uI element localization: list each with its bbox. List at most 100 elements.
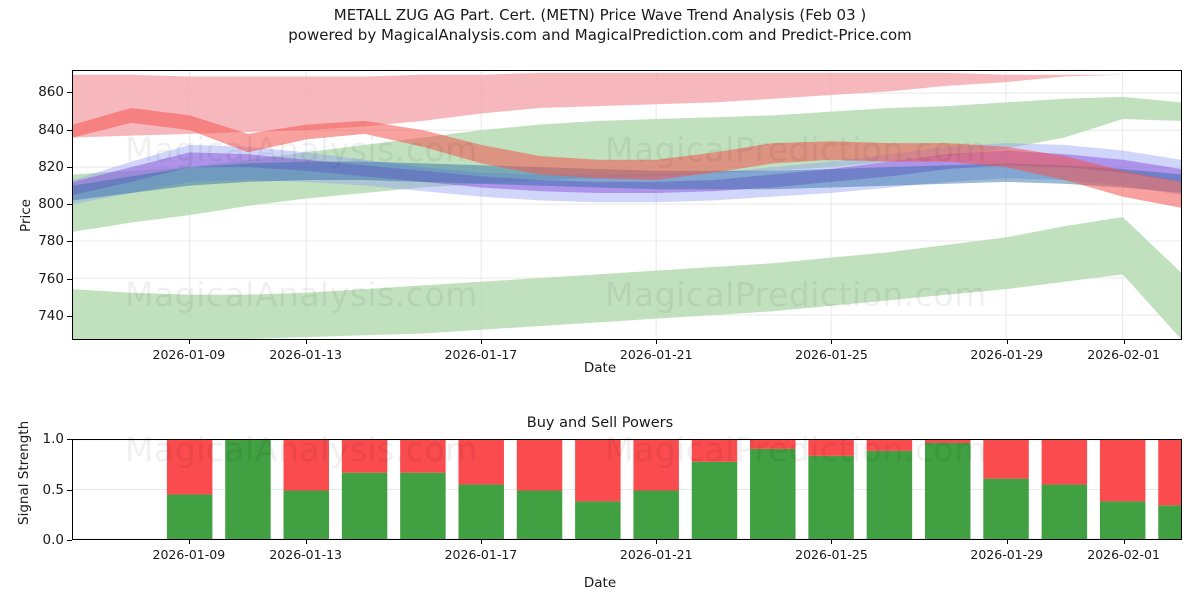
price-x-tick-label: 2026-01-21 [619, 347, 693, 362]
price-y-tick-mark [67, 166, 72, 168]
price-x-tick-label: 2026-01-09 [152, 347, 226, 362]
price-band-5 [73, 161, 1181, 201]
sell-power-bar[interactable] [341, 440, 388, 473]
buy-sell-bars-svg [73, 440, 1181, 539]
signal-bar-group[interactable] [1041, 440, 1088, 539]
sell-power-bar[interactable] [924, 440, 971, 443]
signal-bar-group[interactable] [924, 440, 971, 539]
price-y-axis-label: Price [18, 199, 34, 232]
sell-power-bar[interactable] [1158, 440, 1181, 506]
price-plot-area [72, 70, 1182, 340]
buy-power-bar[interactable] [1158, 505, 1181, 539]
buy-power-bar[interactable] [225, 440, 271, 539]
signal-bar-group[interactable] [283, 440, 330, 539]
price-y-tick-label: 820 [38, 158, 64, 175]
signal-bar-group[interactable] [808, 440, 854, 539]
buy-power-bar[interactable] [458, 484, 504, 539]
buy-power-bar[interactable] [866, 450, 913, 539]
sell-power-bar[interactable] [750, 440, 796, 449]
signal-x-tick-label: 2026-02-01 [1087, 547, 1160, 562]
sell-power-bar[interactable] [400, 440, 446, 473]
signal-x-tick-mark [305, 540, 307, 544]
sell-power-bar[interactable] [691, 440, 738, 462]
price-x-tick-label: 2026-02-01 [1087, 347, 1160, 362]
signal-y-tick-label: 1.0 [42, 431, 64, 447]
signal-bar-group[interactable] [516, 440, 563, 539]
signal-bar-group[interactable] [691, 440, 738, 539]
buy-power-bar[interactable] [166, 494, 213, 539]
signal-x-tick-mark [1006, 540, 1008, 544]
signal-bar-group[interactable] [750, 440, 796, 539]
signal-bar-group[interactable] [633, 440, 679, 539]
buy-power-bar[interactable] [283, 490, 330, 539]
buy-power-bar[interactable] [750, 448, 796, 539]
price-y-tick-label: 860 [38, 84, 64, 101]
signal-bar-group[interactable] [225, 440, 271, 539]
signal-chart-title: Buy and Sell Powers [526, 415, 674, 431]
sell-power-bar[interactable] [283, 440, 330, 491]
price-x-tick-mark [831, 340, 833, 344]
sell-power-bar[interactable] [1041, 440, 1088, 485]
sell-power-bar[interactable] [575, 440, 621, 502]
price-x-axis-label: Date [583, 360, 617, 376]
signal-x-tick-mark [1123, 540, 1125, 544]
buy-power-bar[interactable] [1041, 484, 1088, 539]
sell-power-bar[interactable] [983, 440, 1029, 479]
buy-power-bar[interactable] [400, 472, 446, 539]
price-y-tick-mark [67, 92, 72, 94]
signal-bar-group[interactable] [341, 440, 388, 539]
price-y-tick-mark [67, 315, 72, 317]
signal-bar-group[interactable] [458, 440, 504, 539]
price-x-tick-mark [656, 340, 658, 344]
signal-x-tick-mark [480, 540, 482, 544]
price-wave-panel: 740 760 780 800 820 840 860 2026-01-09 2026-01-… [0, 62, 1200, 412]
sell-power-bar[interactable] [866, 440, 913, 451]
sell-power-bar[interactable] [633, 440, 679, 491]
signal-x-tick-label: 2026-01-29 [970, 547, 1044, 562]
signal-bar-group[interactable] [1158, 440, 1181, 539]
signal-bar-group[interactable] [983, 440, 1029, 539]
price-band-6 [73, 107, 1181, 208]
buy-power-bar[interactable] [633, 490, 679, 539]
buy-power-bar[interactable] [575, 501, 621, 539]
sell-power-bar[interactable] [1099, 440, 1146, 502]
buy-power-bar[interactable] [983, 478, 1029, 539]
page-title-line-2: powered by MagicalAnalysis.com and Magic… [288, 25, 912, 44]
price-x-tick-mark [305, 340, 307, 344]
buy-power-bar[interactable] [516, 490, 563, 539]
buy-power-bar[interactable] [808, 455, 854, 539]
buy-power-bar[interactable] [341, 472, 388, 539]
signal-y-tick-mark [67, 540, 72, 541]
signal-bar-group[interactable] [866, 440, 913, 539]
signal-bar-group[interactable] [1099, 440, 1146, 539]
price-y-tick-mark [67, 278, 72, 280]
signal-bar-group[interactable] [575, 440, 621, 539]
signal-x-tick-label: 2026-01-25 [795, 547, 868, 562]
price-x-tick-label: 2026-01-17 [444, 347, 518, 362]
buy-power-bar[interactable] [1099, 501, 1146, 539]
sell-power-bar[interactable] [458, 440, 504, 485]
price-x-tick-label: 2026-01-25 [795, 347, 868, 362]
buy-power-bar[interactable] [691, 461, 738, 539]
signal-plot-area [72, 439, 1182, 540]
price-band-0 [73, 72, 1181, 138]
signal-y-tick-mark [67, 489, 72, 491]
sell-power-bar[interactable] [516, 440, 563, 491]
buy-power-bar[interactable] [924, 442, 971, 539]
buy-sell-powers-panel: Buy and Sell Powers 0.0 0.5 1.0 2026-01-09… [0, 412, 1200, 600]
price-y-tick-label: 760 [38, 270, 64, 287]
signal-bar-group[interactable] [400, 440, 446, 539]
sell-power-bar[interactable] [166, 440, 213, 495]
signal-y-axis-label: Signal Strength [16, 420, 32, 525]
signal-x-tick-label: 2026-01-21 [619, 547, 693, 562]
signal-x-tick-label: 2026-01-09 [152, 547, 226, 562]
sell-power-bar[interactable] [808, 440, 854, 456]
chart-title-block: METALL ZUG AG Part. Cert. (METN) Price W… [0, 6, 1200, 46]
price-y-tick-label: 740 [38, 307, 64, 324]
price-wave-svg [73, 71, 1181, 339]
signal-bar-group[interactable] [166, 440, 213, 539]
signal-x-tick-mark [188, 540, 190, 544]
price-x-tick-mark [188, 340, 190, 344]
price-x-tick-mark [1006, 340, 1008, 344]
